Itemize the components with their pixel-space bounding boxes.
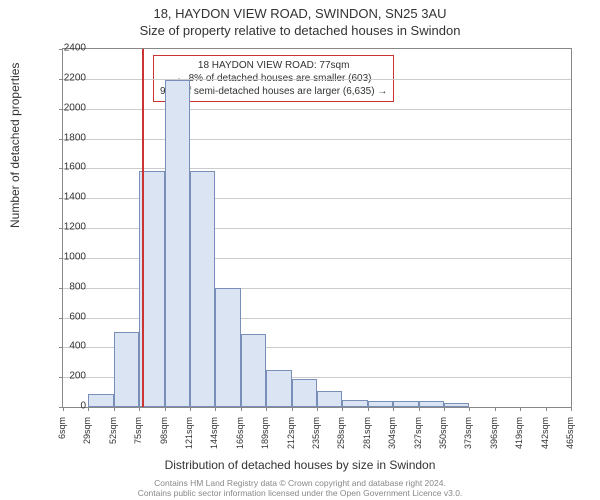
y-tick-label: 2000	[46, 102, 86, 113]
plot-area: 18 HAYDON VIEW ROAD: 77sqm ← 8% of detac…	[62, 48, 572, 408]
x-tick-label: 350sqm	[438, 417, 448, 467]
grid-line	[63, 79, 571, 80]
y-tick-label: 400	[46, 341, 86, 352]
y-tick-label: 200	[46, 371, 86, 382]
y-tick-label: 2200	[46, 72, 86, 83]
x-tick	[317, 407, 318, 411]
x-tick-label: 281sqm	[362, 417, 372, 467]
property-marker-line	[142, 49, 144, 407]
x-tick-label: 235sqm	[311, 417, 321, 467]
title-main: 18, HAYDON VIEW ROAD, SWINDON, SN25 3AU	[0, 0, 600, 21]
x-tick-label: 327sqm	[413, 417, 423, 467]
y-tick-label: 800	[46, 281, 86, 292]
y-tick-label: 1400	[46, 192, 86, 203]
y-tick-label: 1800	[46, 132, 86, 143]
x-tick	[469, 407, 470, 411]
x-tick-label: 189sqm	[260, 417, 270, 467]
x-tick-label: 373sqm	[463, 417, 473, 467]
histogram-bar	[114, 332, 139, 407]
x-tick-label: 29sqm	[82, 417, 92, 467]
x-tick	[241, 407, 242, 411]
x-tick	[520, 407, 521, 411]
x-tick	[266, 407, 267, 411]
y-tick-label: 2400	[46, 43, 86, 54]
histogram-bar	[419, 401, 444, 407]
x-tick	[571, 407, 572, 411]
x-tick-label: 75sqm	[133, 417, 143, 467]
x-tick-label: 166sqm	[235, 417, 245, 467]
x-tick	[444, 407, 445, 411]
annotation-line1: 18 HAYDON VIEW ROAD: 77sqm	[160, 59, 387, 72]
grid-line	[63, 168, 571, 169]
x-tick-label: 258sqm	[336, 417, 346, 467]
x-tick	[114, 407, 115, 411]
x-tick	[292, 407, 293, 411]
y-tick-label: 1600	[46, 162, 86, 173]
x-tick	[139, 407, 140, 411]
title-sub: Size of property relative to detached ho…	[0, 21, 600, 38]
x-tick	[368, 407, 369, 411]
grid-line	[63, 139, 571, 140]
x-tick	[419, 407, 420, 411]
footer-line2: Contains public sector information licen…	[0, 488, 600, 498]
x-tick-label: 212sqm	[286, 417, 296, 467]
x-tick-label: 419sqm	[514, 417, 524, 467]
histogram-bar	[165, 80, 190, 407]
histogram-bar	[292, 379, 317, 407]
y-tick-label: 0	[46, 401, 86, 412]
histogram-bar	[368, 401, 393, 407]
histogram-bar	[444, 403, 469, 407]
histogram-bar	[215, 288, 240, 407]
y-tick-label: 600	[46, 311, 86, 322]
x-tick-label: 98sqm	[159, 417, 169, 467]
y-tick-label: 1000	[46, 251, 86, 262]
x-tick	[342, 407, 343, 411]
y-axis-label: Number of detached properties	[8, 63, 22, 228]
x-tick-label: 465sqm	[565, 417, 575, 467]
histogram-bar	[317, 391, 342, 407]
histogram-bar	[342, 400, 367, 407]
x-tick-label: 304sqm	[387, 417, 397, 467]
x-tick	[190, 407, 191, 411]
x-tick	[215, 407, 216, 411]
chart-container: 18, HAYDON VIEW ROAD, SWINDON, SN25 3AU …	[0, 0, 600, 500]
annotation-line3: 91% of semi-detached houses are larger (…	[160, 85, 387, 98]
histogram-bar	[266, 370, 291, 407]
attribution-footer: Contains HM Land Registry data © Crown c…	[0, 478, 600, 498]
x-tick	[546, 407, 547, 411]
x-tick-label: 52sqm	[108, 417, 118, 467]
x-tick-label: 121sqm	[184, 417, 194, 467]
x-tick-label: 6sqm	[57, 417, 67, 467]
grid-line	[63, 109, 571, 110]
x-tick	[393, 407, 394, 411]
x-tick	[165, 407, 166, 411]
x-tick-label: 144sqm	[209, 417, 219, 467]
histogram-bar	[88, 394, 113, 407]
histogram-bar	[241, 334, 266, 407]
footer-line1: Contains HM Land Registry data © Crown c…	[0, 478, 600, 488]
histogram-bar	[393, 401, 418, 407]
histogram-bar	[190, 171, 215, 407]
x-tick	[88, 407, 89, 411]
x-tick	[495, 407, 496, 411]
x-tick-label: 396sqm	[489, 417, 499, 467]
x-tick-label: 442sqm	[540, 417, 550, 467]
y-tick-label: 1200	[46, 222, 86, 233]
